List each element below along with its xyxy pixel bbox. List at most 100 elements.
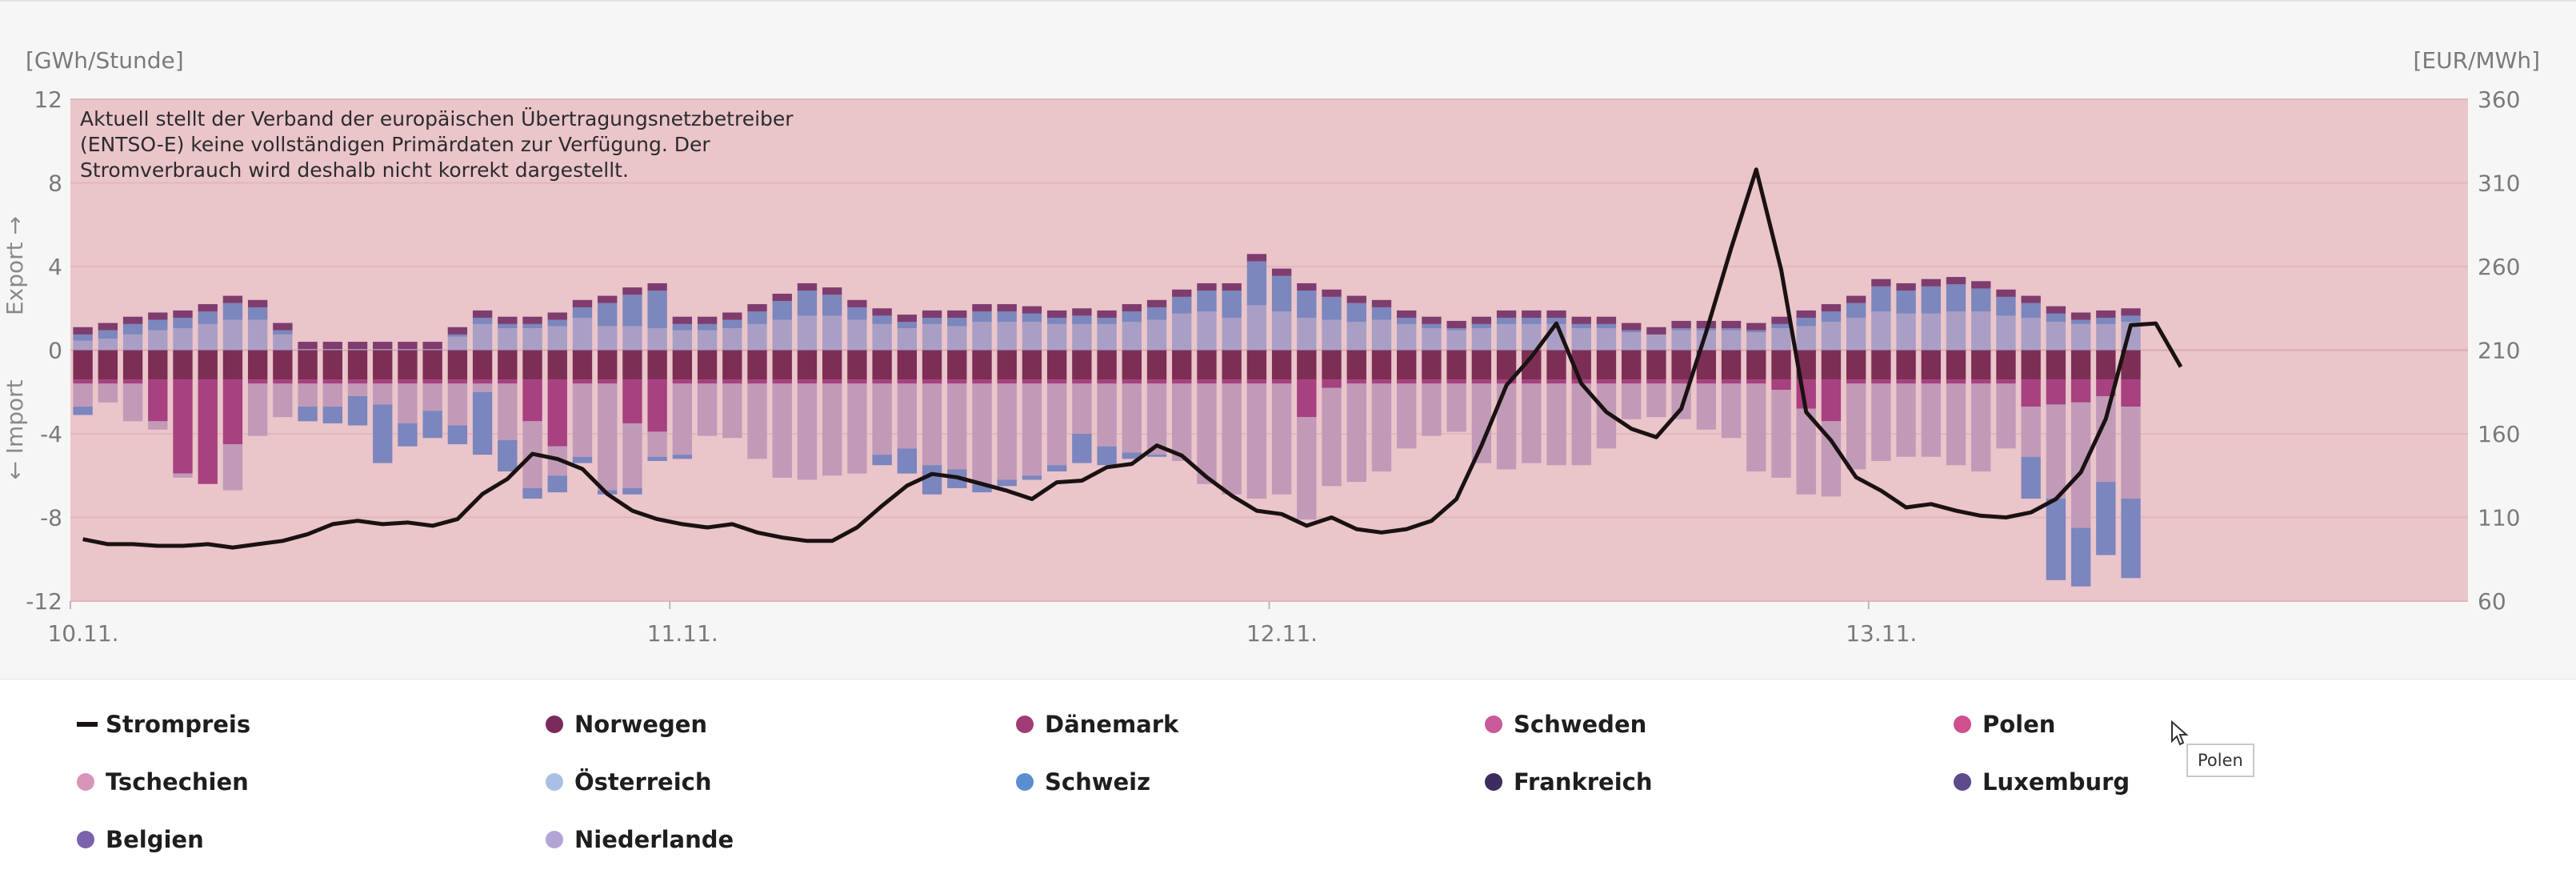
import-bar-norwegen bbox=[747, 350, 767, 380]
export-bar-norwegen bbox=[422, 342, 442, 350]
import-bar-tschechien bbox=[98, 383, 118, 403]
import-bar-norwegen bbox=[1422, 350, 1442, 380]
import-bar-daenemark bbox=[298, 379, 318, 384]
import-bar-schweiz bbox=[1097, 446, 1117, 466]
export-bar-niederlande bbox=[273, 334, 293, 351]
import-bar-schweiz bbox=[2070, 527, 2091, 587]
export-bar-schweiz bbox=[273, 330, 293, 335]
export-bar-norwegen bbox=[2021, 295, 2041, 303]
import-bar-daenemark bbox=[447, 379, 468, 384]
export-bar-norwegen bbox=[947, 310, 967, 319]
import-bar-norwegen bbox=[972, 350, 992, 380]
export-bar-schweiz bbox=[1896, 291, 1916, 314]
right-axis-unit: [EUR/MWh] bbox=[2413, 47, 2540, 74]
legend-item-polen[interactable]: Polen bbox=[1954, 711, 2055, 738]
legend-item-tschechien[interactable]: Tschechien bbox=[77, 768, 249, 796]
export-bar-norwegen bbox=[1322, 289, 1342, 297]
import-bar-tschechien bbox=[1621, 383, 1642, 419]
import-bar-tschechien bbox=[2046, 404, 2066, 499]
import-bar-tschechien bbox=[1072, 383, 1092, 434]
import-bar-daenemark bbox=[897, 379, 918, 384]
import-bar-tschechien bbox=[148, 421, 168, 430]
y2-tick-label: 310 bbox=[2478, 170, 2520, 197]
export-bar-schweiz bbox=[922, 318, 942, 324]
import-bar-daenemark bbox=[872, 379, 892, 384]
import-bar-daenemark bbox=[122, 379, 143, 384]
import-bar-tschechien bbox=[1721, 383, 1742, 439]
legend-item-luxemburg[interactable]: Luxemburg bbox=[1954, 768, 2130, 796]
import-bar-norwegen bbox=[173, 350, 193, 380]
import-bar-norwegen bbox=[1496, 350, 1517, 380]
export-bar-norwegen bbox=[1971, 281, 1991, 289]
legend-item-strompreis[interactable]: Strompreis bbox=[77, 711, 250, 738]
export-bar-norwegen bbox=[1496, 310, 1517, 319]
export-bar-norwegen bbox=[1596, 316, 1617, 324]
import-bar-norwegen bbox=[322, 350, 342, 380]
export-bar-niederlande bbox=[322, 349, 342, 351]
import-bar-tschechien bbox=[897, 383, 918, 449]
export-bar-schweiz bbox=[222, 303, 243, 320]
export-bar-niederlande bbox=[148, 330, 168, 351]
legend-item-daenemark[interactable]: Dänemark bbox=[1016, 711, 1178, 738]
export-bar-norwegen bbox=[148, 312, 168, 320]
import-bar-tschechien bbox=[972, 383, 992, 484]
import-bar-tschechien bbox=[1921, 383, 1941, 457]
export-bar-niederlande bbox=[1596, 328, 1617, 351]
import-bar-norwegen bbox=[1896, 350, 1916, 380]
legend-item-frankreich[interactable]: Frankreich bbox=[1485, 768, 1653, 796]
import-bar-schweiz bbox=[1046, 465, 1067, 472]
export-bar-schweiz bbox=[947, 318, 967, 327]
x-tick-label: 11.11. bbox=[647, 620, 718, 647]
import-bar-norwegen bbox=[2046, 350, 2066, 380]
export-bar-niederlande bbox=[697, 330, 718, 351]
export-bar-norwegen bbox=[347, 342, 368, 350]
import-bar-daenemark bbox=[1346, 379, 1366, 384]
export-bar-niederlande bbox=[2070, 323, 2091, 351]
export-bar-schweiz bbox=[247, 307, 268, 320]
export-bar-niederlande bbox=[1621, 332, 1642, 351]
import-bar-norwegen bbox=[373, 350, 393, 380]
export-bar-schweiz bbox=[1546, 318, 1566, 324]
import-bar-schweiz bbox=[572, 456, 593, 463]
export-bar-norwegen bbox=[398, 342, 418, 350]
export-bar-niederlande bbox=[1846, 318, 1866, 351]
legend-item-schweden[interactable]: Schweden bbox=[1485, 711, 1646, 738]
import-bar-daenemark bbox=[1746, 379, 1766, 384]
import-bar-norwegen bbox=[697, 350, 718, 380]
export-bar-schweiz bbox=[1322, 296, 1342, 320]
legend-item-norwegen[interactable]: Norwegen bbox=[546, 711, 707, 738]
export-bar-norwegen bbox=[2070, 312, 2091, 320]
import-bar-daenemark bbox=[1846, 379, 1866, 384]
import-bar-tschechien bbox=[697, 383, 718, 436]
export-bar-niederlande bbox=[422, 349, 442, 351]
legend-item-niederlande[interactable]: Niederlande bbox=[546, 826, 734, 853]
import-bar-tschechien bbox=[1471, 383, 1492, 463]
export-bar-schweiz bbox=[522, 323, 542, 329]
legend-label: Tschechien bbox=[106, 768, 249, 796]
export-bar-norwegen bbox=[73, 327, 93, 335]
export-bar-norwegen bbox=[1297, 283, 1317, 291]
export-bar-niederlande bbox=[872, 323, 892, 351]
export-bar-norwegen bbox=[1222, 283, 1242, 291]
export-bar-niederlande bbox=[1222, 318, 1242, 351]
import-bar-tschechien bbox=[122, 383, 143, 422]
import-bar-daenemark bbox=[1297, 379, 1317, 418]
import-bar-daenemark bbox=[1197, 379, 1217, 384]
legend-item-belgien[interactable]: Belgien bbox=[77, 826, 204, 853]
import-bar-schweiz bbox=[622, 487, 642, 495]
import-bar-tschechien bbox=[173, 473, 193, 478]
import-bar-norwegen bbox=[772, 350, 792, 380]
export-bar-niederlande bbox=[1996, 315, 2016, 351]
legend-item-oesterreich[interactable]: Österreich bbox=[546, 768, 712, 796]
import-bar-tschechien bbox=[747, 383, 767, 459]
import-bar-norwegen bbox=[1621, 350, 1642, 380]
legend-item-schweiz[interactable]: Schweiz bbox=[1016, 768, 1150, 796]
import-bar-tschechien bbox=[1046, 383, 1067, 466]
import-bar-norwegen bbox=[198, 350, 218, 380]
import-bar-schweiz bbox=[1022, 475, 1042, 480]
import-bar-norwegen bbox=[2070, 350, 2091, 380]
import-bar-norwegen bbox=[572, 350, 593, 380]
mouse-cursor-icon bbox=[2171, 720, 2189, 746]
export-bar-niederlande bbox=[1471, 328, 1492, 351]
y-tick-label: -12 bbox=[26, 588, 62, 615]
